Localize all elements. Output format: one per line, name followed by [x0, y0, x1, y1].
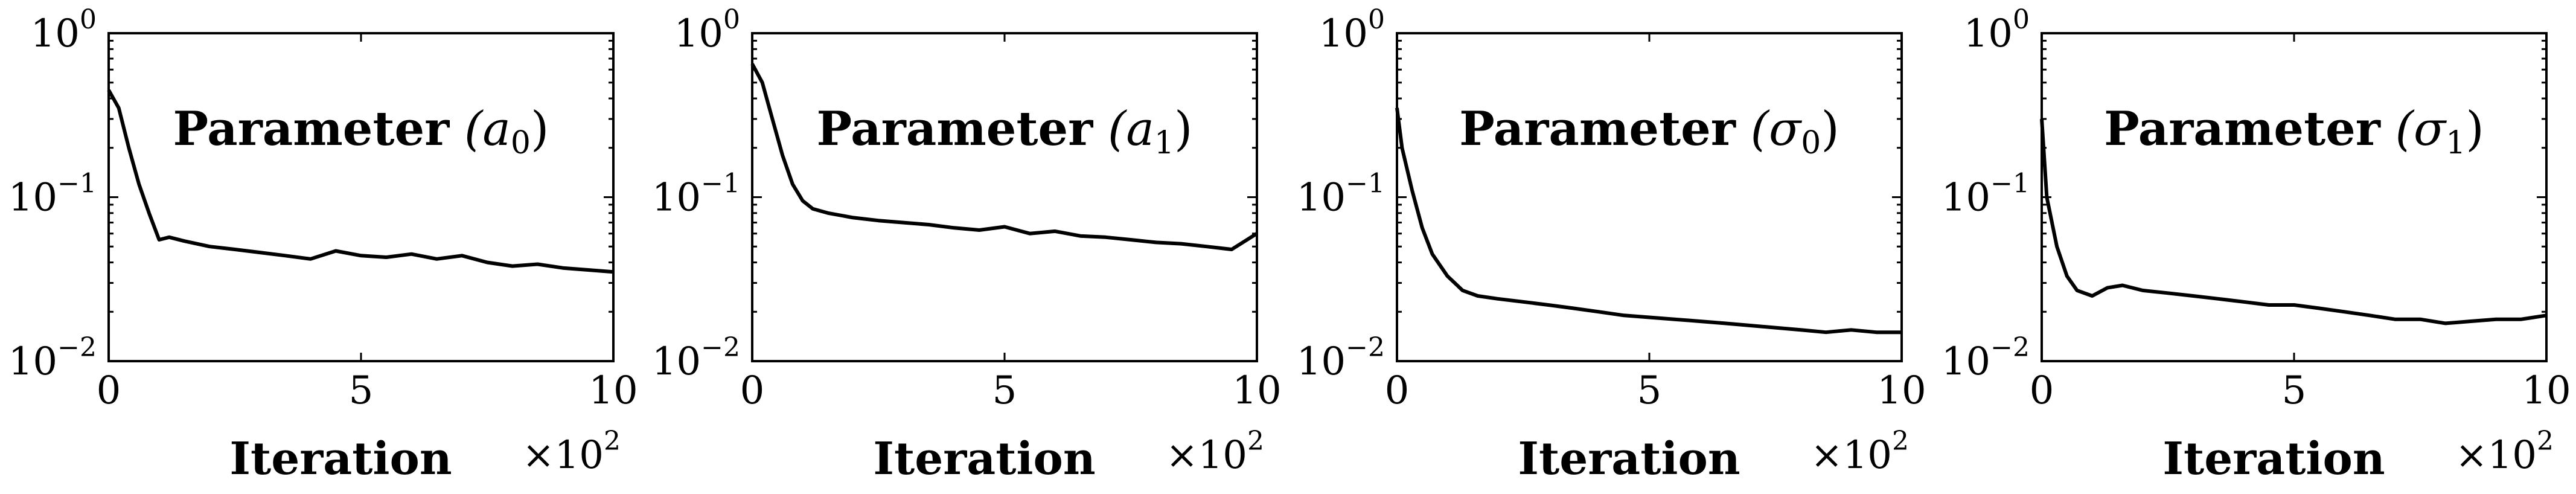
- chart-panel-3: 0 5 10 100 10−1 10−2 Parameter (σ1) Iteration ×1…: [1942, 4, 2571, 485]
- panel-title: Parameter (σ1): [2104, 101, 2484, 161]
- series-line-0: [107, 89, 614, 274]
- x-tick-label: 0: [97, 368, 121, 413]
- plot-frame: [2041, 32, 2548, 362]
- y-tick-label: 100: [674, 4, 740, 56]
- x-axis-multiplier: ×102: [2455, 426, 2554, 478]
- x-tick-label: 5: [992, 368, 1017, 413]
- x-axis-label: Iteration: [2162, 433, 2385, 485]
- plot-frame: [1396, 32, 1903, 362]
- series-line-0: [750, 63, 1258, 251]
- y-tick-label: 100: [1319, 4, 1385, 56]
- panel-title: Parameter (a0): [173, 101, 549, 161]
- chart-panel-2: 0 5 10 100 10−1 10−2 Parameter (σ0) Iteration ×1…: [1297, 4, 1926, 485]
- x-tick-label: 10: [589, 368, 638, 413]
- y-tick-label: 10−2: [652, 332, 740, 384]
- chart-panel-0: 0 5 10 100 10−1 10−2 Parameter (a0) Iteration ×1…: [8, 4, 638, 485]
- x-axis-multiplier: ×102: [522, 426, 621, 478]
- x-tick-label: 0: [740, 368, 765, 413]
- y-tick-label: 100: [31, 4, 97, 56]
- x-axis-multiplier: ×102: [1811, 426, 1909, 478]
- y-tick-label: 10−2: [1297, 332, 1385, 384]
- y-tick-label: 10−1: [1942, 168, 2030, 220]
- x-tick-label: 0: [2030, 368, 2054, 413]
- x-tick-label: 0: [1385, 368, 1410, 413]
- x-tick-label: 10: [2522, 368, 2571, 413]
- plot-frame: [751, 32, 1258, 362]
- x-axis-label: Iteration: [229, 433, 452, 485]
- y-tick-label: 10−1: [8, 168, 97, 220]
- chart-panel-1: 0 5 10 100 10−1 10−2 Parameter (a1) Iteration ×1…: [652, 4, 1282, 485]
- x-tick-label: 5: [349, 368, 374, 413]
- x-tick-label: 5: [1637, 368, 1662, 413]
- x-tick-label: 10: [1877, 368, 1926, 413]
- x-axis-label: Iteration: [873, 433, 1095, 485]
- panel-title: Parameter (σ0): [1459, 101, 1839, 161]
- plot-frame: [107, 32, 615, 362]
- x-tick-label: 10: [1232, 368, 1281, 413]
- series-line-0: [2040, 118, 2547, 326]
- y-tick-label: 10−2: [8, 332, 97, 384]
- y-tick-label: 10−1: [652, 168, 740, 220]
- y-tick-label: 10−2: [1942, 332, 2030, 384]
- panel-title: Parameter (a1): [817, 101, 1193, 161]
- series-line-0: [1395, 107, 1902, 335]
- y-tick-label: 10−1: [1297, 168, 1385, 220]
- y-tick-label: 100: [1964, 4, 2030, 56]
- x-axis-multiplier: ×102: [1166, 426, 1264, 478]
- x-axis-label: Iteration: [1518, 433, 1740, 485]
- x-tick-label: 5: [2282, 368, 2307, 413]
